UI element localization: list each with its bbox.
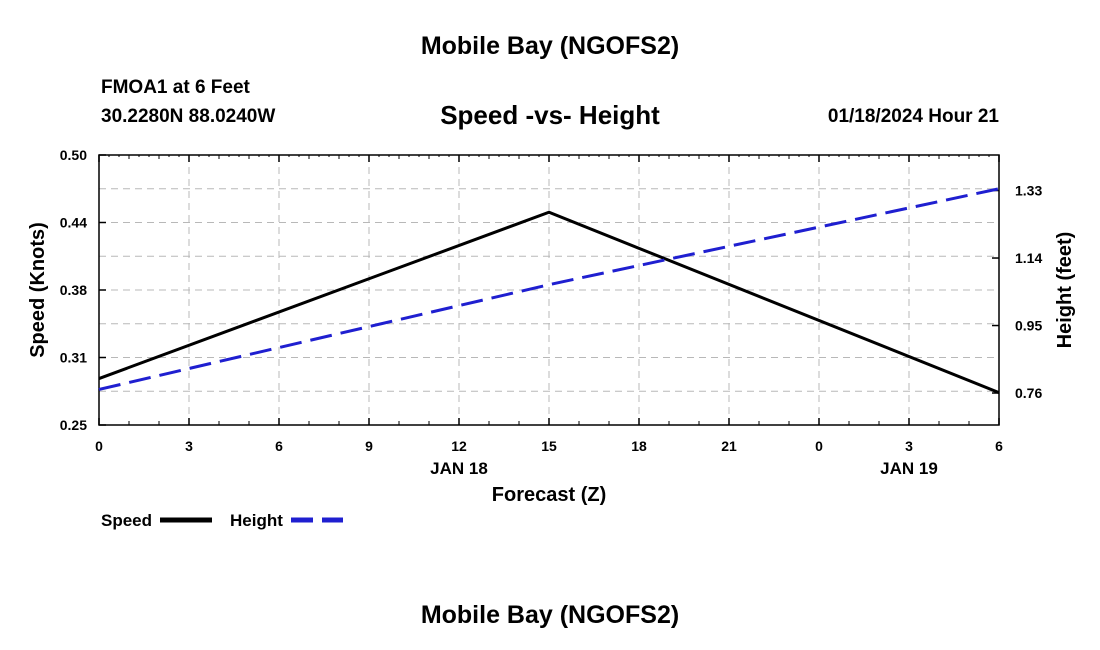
series-lines	[98, 187, 1000, 394]
legend: Speed Height	[101, 511, 343, 530]
y2-tick-label: 1.14	[1015, 250, 1042, 266]
x-tick-label: 12	[451, 438, 467, 454]
x-tick-label: 3	[905, 438, 913, 454]
tick-labels: 0 3 6 9 12 15 18 21 0 3 6 0.25 0.31 0.38 0.44 0.50 0.76 0…	[60, 147, 1043, 478]
y2-tick-label: 0.76	[1015, 385, 1042, 401]
x-axis-label: Forecast (Z)	[492, 484, 606, 506]
y-tick-label: 0.25	[60, 417, 87, 433]
y2-axis-label: Height (feet)	[1054, 232, 1076, 349]
station-label: FMOA1 at 6 Feet	[101, 77, 250, 98]
date-label: JAN 19	[880, 459, 938, 478]
chart-subtitle: Speed -vs- Height	[440, 100, 660, 130]
x-tick-label: 0	[815, 438, 823, 454]
footer-title: Mobile Bay (NGOFS2)	[420, 601, 680, 629]
x-tick-label: 21	[721, 438, 737, 454]
y2-tick-label: 0.95	[1015, 318, 1042, 334]
x-tick-label: 9	[365, 438, 373, 454]
forecast-datetime: 01/18/2024 Hour 21	[827, 106, 999, 127]
date-label: JAN 18	[430, 459, 488, 478]
y-tick-label: 0.31	[60, 350, 87, 366]
x-tick-label: 18	[631, 438, 647, 454]
y-tick-label: 0.44	[60, 215, 87, 231]
x-tick-label: 6	[275, 438, 283, 454]
legend-label-height: Height	[230, 511, 283, 530]
x-tick-label: 15	[541, 438, 557, 454]
x-tick-label: 3	[185, 438, 193, 454]
y2-tick-label: 1.33	[1015, 183, 1042, 199]
y-axis-label: Speed (Knots)	[27, 222, 49, 358]
chart-title: Mobile Bay (NGOFS2)	[420, 32, 680, 60]
legend-label-speed: Speed	[101, 511, 152, 530]
x-tick-label: 6	[995, 438, 1003, 454]
grid-lines	[99, 155, 999, 425]
series-line-speed	[98, 210, 1000, 394]
x-tick-label: 0	[95, 438, 103, 454]
station-coordinates: 30.2280N 88.0240W	[101, 106, 276, 127]
plot-frame	[98, 154, 1000, 426]
y-tick-label: 0.38	[60, 282, 87, 298]
y-tick-label: 0.50	[60, 147, 87, 163]
